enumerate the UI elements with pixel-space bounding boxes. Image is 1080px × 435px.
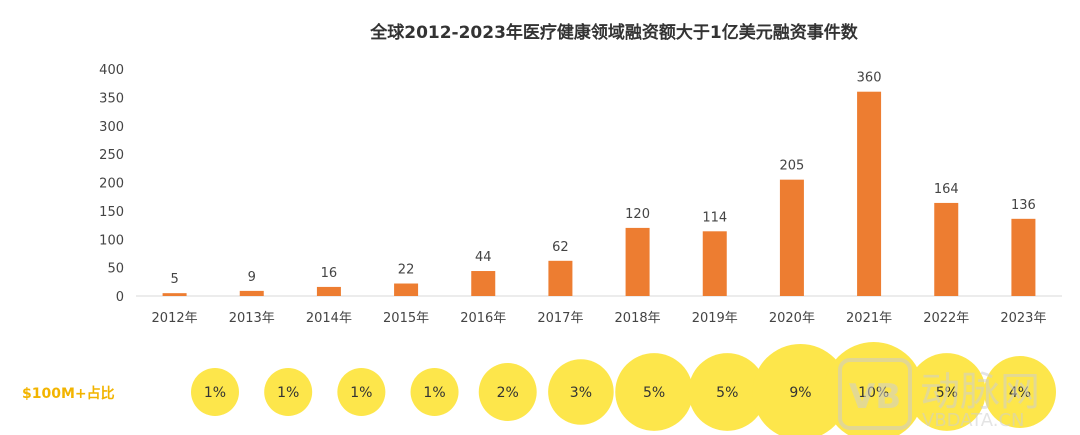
- share-bubble: [752, 344, 849, 435]
- share-bubble-label: 9%: [789, 385, 811, 401]
- share-row-label: $100M+占比: [22, 385, 115, 402]
- share-bubble: [823, 342, 924, 435]
- watermark-url-text: VBDATA.CN: [922, 410, 1024, 431]
- share-bubble-label: 2%: [497, 385, 519, 401]
- x-tick-label: 2023年: [1000, 311, 1046, 326]
- share-bubble: [337, 368, 386, 416]
- share-bubble-label: 5%: [716, 385, 738, 401]
- bar: [934, 202, 959, 296]
- bar: [702, 231, 727, 296]
- y-tick-label: 50: [107, 262, 124, 277]
- bar: [779, 179, 804, 296]
- x-tick-label: 2021年: [846, 311, 892, 326]
- data-label: 9: [248, 270, 256, 285]
- data-label: 360: [857, 71, 882, 86]
- data-label: 120: [625, 207, 650, 222]
- x-tick-label: 2020年: [769, 311, 815, 326]
- share-bubble-label: 1%: [277, 385, 299, 401]
- data-label: 136: [1011, 198, 1036, 213]
- share-bubble: [688, 353, 767, 431]
- bar: [548, 260, 573, 296]
- bar: [857, 91, 882, 296]
- y-tick-label: 150: [99, 205, 124, 220]
- data-label: 5: [170, 272, 178, 287]
- share-row: $100M+占比 1% 1% 1% 1% 2% 3% 5% 5% 9% 10% 5% 4%: [22, 342, 1056, 435]
- share-bubble: [478, 363, 537, 421]
- watermark-logo-text: VB: [849, 377, 901, 417]
- x-tick-label: 2016年: [460, 311, 506, 326]
- data-label: 16: [321, 266, 338, 281]
- share-bubble-label: 5%: [936, 385, 958, 401]
- chart-title: 全球2012-2023年医疗健康领域融资额大于1亿美元融资事件数: [369, 22, 859, 43]
- share-bubble-label: 4%: [1009, 385, 1031, 401]
- share-bubble-label: 1%: [423, 385, 445, 401]
- bar: [625, 227, 650, 296]
- data-label: 22: [398, 263, 415, 278]
- bar: [471, 271, 496, 296]
- y-axis: 0 50 100 150 200 250 300 350 400: [99, 63, 124, 305]
- x-tick-label: 2012年: [152, 311, 198, 326]
- data-label: 164: [934, 182, 959, 197]
- x-tick-label: 2022年: [923, 311, 969, 326]
- y-tick-label: 200: [99, 177, 124, 192]
- share-bubble-label: 1%: [350, 385, 372, 401]
- bar: [394, 283, 419, 296]
- share-bubble: [615, 353, 693, 431]
- bar: [162, 293, 187, 296]
- y-tick-label: 0: [116, 290, 124, 305]
- share-bubble-label: 3%: [570, 385, 592, 401]
- data-label: 114: [702, 210, 727, 225]
- share-bubble: [264, 368, 313, 416]
- share-bubble: [984, 356, 1056, 428]
- share-bubble: [907, 353, 986, 431]
- watermark-cn-text: 动脉网: [920, 369, 1040, 415]
- watermark-logo-icon: [838, 358, 912, 430]
- x-tick-label: 2019年: [692, 311, 738, 326]
- share-bubble-label: 5%: [643, 385, 665, 401]
- x-tick-label: 2015年: [383, 311, 429, 326]
- bar-series: 5 2012年 9 2013年 16 2014年 22 2015年 44 2016年 62 2017年…: [152, 71, 1047, 326]
- x-tick-label: 2014年: [306, 311, 352, 326]
- data-label: 62: [552, 240, 569, 255]
- y-tick-label: 100: [99, 233, 124, 248]
- bar: [239, 290, 264, 296]
- share-bubble: [548, 359, 614, 425]
- share-bubble: [410, 368, 459, 416]
- data-label: 205: [780, 159, 805, 174]
- x-tick-label: 2018年: [615, 311, 661, 326]
- x-tick-label: 2013年: [229, 311, 275, 326]
- y-tick-label: 300: [99, 120, 124, 135]
- share-bubble-label: 10%: [858, 385, 889, 401]
- x-tick-label: 2017年: [537, 311, 583, 326]
- watermark: VB 动脉网 VBDATA.CN: [838, 358, 1040, 431]
- y-tick-label: 350: [99, 91, 124, 106]
- share-bubble-label: 1%: [204, 385, 226, 401]
- y-tick-label: 400: [99, 63, 124, 78]
- y-tick-label: 250: [99, 148, 124, 163]
- bar: [316, 286, 341, 296]
- data-label: 44: [475, 250, 492, 265]
- bar: [1011, 218, 1036, 296]
- share-bubble: [191, 368, 239, 416]
